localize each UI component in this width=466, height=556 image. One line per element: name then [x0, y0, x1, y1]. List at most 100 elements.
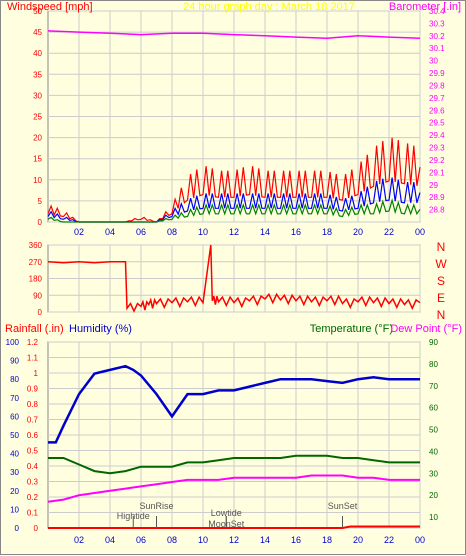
annotation-label: SunSet: [328, 501, 358, 511]
annotation-label: SunRise: [139, 501, 173, 511]
barometer-right-tick: 29: [429, 181, 438, 190]
humidity-axis-title: Humidity (%): [69, 323, 132, 335]
rain-left-tick: 0.5: [27, 447, 39, 456]
barometer-right-tick: 30.2: [429, 32, 445, 41]
temp-x-tick: 06: [136, 535, 146, 545]
rain-left-tick: 0.9: [27, 385, 39, 394]
wind-left-tick: 10: [33, 176, 42, 185]
temp-x-tick: 10: [198, 535, 208, 545]
dewpoint-series-line: [47, 474, 420, 503]
temperature-series-line: [48, 454, 420, 475]
barometer-right-tick: 28.9: [429, 193, 445, 202]
direction-series-line: [47, 244, 421, 313]
barometer-right-tick: 30.3: [429, 19, 445, 28]
rain-left-tick: 0.2: [27, 493, 39, 502]
direction-compass-label: S: [437, 274, 445, 288]
temperature-right-tick: 90: [429, 338, 438, 347]
temperature-right-tick: 50: [429, 426, 438, 435]
wind-left-tick: 30: [33, 91, 42, 100]
wind-x-tick: 16: [291, 227, 301, 237]
annotation-label: Lowtide: [211, 508, 242, 518]
rain-left-tick: 0.7: [27, 416, 39, 425]
direction-left-tick: 90: [33, 291, 42, 300]
rain-left-tick: 1.2: [27, 338, 39, 347]
wind-series-line: [47, 198, 421, 223]
wind-left-tick: 35: [33, 70, 42, 79]
humidity-left-tick: 20: [10, 487, 19, 496]
humidity-left-tick: 80: [10, 375, 19, 384]
annotation-label: MoonSet: [208, 519, 245, 529]
wind-x-tick: 10: [198, 227, 208, 237]
barometer-right-tick: 29.3: [429, 144, 445, 153]
temp-x-tick: 14: [260, 535, 270, 545]
dewpoint-axis-title: Dew Point (°F): [390, 323, 462, 335]
humidity-left-tick: 40: [10, 450, 19, 459]
barometer-right-tick: 30: [429, 57, 438, 66]
wind-x-tick: 22: [384, 227, 394, 237]
humidity-left-tick: 10: [10, 505, 19, 514]
humidity-left-tick: 70: [10, 394, 19, 403]
temp-x-tick: 18: [322, 535, 332, 545]
direction-left-tick: 360: [29, 241, 43, 250]
wind-x-tick: 20: [353, 227, 363, 237]
rain-left-tick: 0.8: [27, 400, 39, 409]
barometer-right-tick: 29.7: [429, 94, 445, 103]
wind-left-tick: 45: [33, 28, 42, 37]
temp-x-tick: 12: [229, 535, 239, 545]
barometer-right-tick: 29.2: [429, 156, 445, 165]
direction-compass-label: N: [437, 308, 446, 322]
barometer-series-line: [47, 30, 421, 40]
temp-x-tick: 02: [74, 535, 84, 545]
direction-left-tick: 270: [29, 258, 43, 267]
direction-left-tick: 180: [29, 275, 43, 284]
barometer-right-tick: 30.1: [429, 44, 445, 53]
rain-left-tick: 0: [34, 524, 39, 533]
temperature-right-tick: 60: [429, 404, 438, 413]
rain-left-tick: 0.4: [27, 462, 39, 471]
humidity-left-tick: 50: [10, 431, 19, 440]
wind-left-tick: 5: [38, 197, 43, 206]
wind-x-tick: 18: [322, 227, 332, 237]
temp-x-tick: 16: [291, 535, 301, 545]
temp-x-tick: 22: [384, 535, 394, 545]
humidity-series-line: [48, 364, 420, 444]
wind-x-tick: 02: [74, 227, 84, 237]
temp-x-tick: 20: [353, 535, 363, 545]
annotation-label: Hightide: [117, 511, 150, 521]
direction-compass-label: N: [437, 240, 446, 254]
barometer-right-tick: 29.4: [429, 131, 445, 140]
temperature-axis-title: Temperature (°F): [310, 323, 393, 335]
temperature-right-tick: 20: [429, 491, 438, 500]
humidity-left-tick: 30: [10, 468, 19, 477]
wind-chart-title: 24 hour graph day : March 18 2017: [183, 1, 355, 13]
barometer-right-tick: 29.9: [429, 69, 445, 78]
humidity-left-tick: 60: [10, 412, 19, 421]
temperature-right-tick: 40: [429, 447, 438, 456]
wind-left-tick: 15: [33, 155, 42, 164]
direction-compass-label: W: [435, 257, 447, 271]
wind-x-tick: 04: [105, 227, 115, 237]
wind-left-tick: 50: [33, 7, 42, 16]
humidity-left-tick: 100: [6, 338, 20, 347]
barometer-right-tick: 30.4: [429, 7, 445, 16]
temp-x-tick: 04: [105, 535, 115, 545]
humidity-left-tick: 90: [10, 357, 19, 366]
wind-x-tick: 12: [229, 227, 239, 237]
wind-x-tick: 06: [136, 227, 146, 237]
wind-left-tick: 40: [33, 49, 42, 58]
wind-x-tick: 08: [167, 227, 177, 237]
temperature-right-tick: 80: [429, 360, 438, 369]
barometer-right-tick: 29.8: [429, 81, 445, 90]
wind-left-tick: 25: [33, 113, 42, 122]
barometer-axis-title: Barometer [.in]: [389, 1, 461, 13]
temp-x-tick: 08: [167, 535, 177, 545]
direction-left-tick: 0: [38, 308, 43, 317]
barometer-right-tick: 29.6: [429, 106, 445, 115]
temperature-right-tick: 30: [429, 469, 438, 478]
barometer-right-tick: 29.5: [429, 119, 445, 128]
rain-left-tick: 0.1: [27, 509, 39, 518]
rain-left-tick: 1.1: [27, 354, 39, 363]
wind-left-tick: 0: [38, 218, 43, 227]
